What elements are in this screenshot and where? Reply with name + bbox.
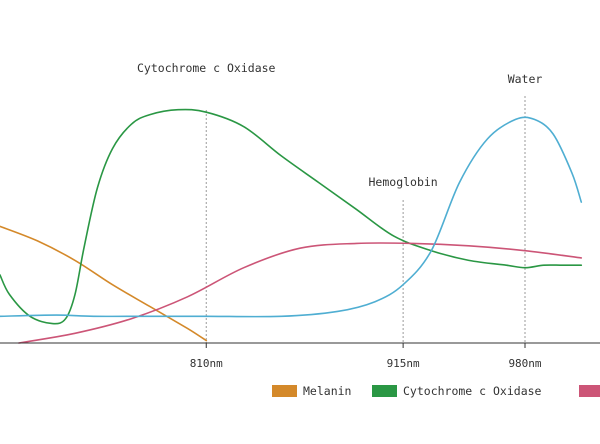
legend-item[interactable] — [579, 385, 600, 397]
legend-swatch — [579, 385, 600, 397]
legend-label: Melanin — [303, 384, 351, 398]
peak-annotations: Cytochrome c Oxidase Hemoglobin Water — [137, 61, 542, 189]
x-tick-label: 980nm — [508, 357, 541, 370]
series-line — [0, 116, 583, 318]
legend[interactable]: Melanin Cytochrome c Oxidase — [272, 384, 600, 398]
peak-annotation-label: Hemoglobin — [369, 175, 438, 189]
x-axis-ticks: 810nm 915nm 980nm — [190, 343, 542, 370]
peak-annotation-label: Water — [508, 72, 543, 86]
legend-item[interactable]: Cytochrome c Oxidase — [372, 384, 542, 398]
series-line — [0, 108, 583, 325]
peak-annotation-label: Cytochrome c Oxidase — [137, 61, 276, 75]
legend-swatch — [372, 385, 397, 397]
legend-item[interactable]: Melanin — [272, 384, 351, 398]
guide-lines — [205, 96, 526, 343]
x-tick-label: 810nm — [190, 357, 223, 370]
series-lines — [0, 108, 583, 344]
legend-swatch — [272, 385, 297, 397]
legend-label: Cytochrome c Oxidase — [403, 384, 542, 398]
series-line — [18, 242, 583, 344]
x-tick-label: 915nm — [387, 357, 420, 370]
series-line — [0, 225, 208, 342]
